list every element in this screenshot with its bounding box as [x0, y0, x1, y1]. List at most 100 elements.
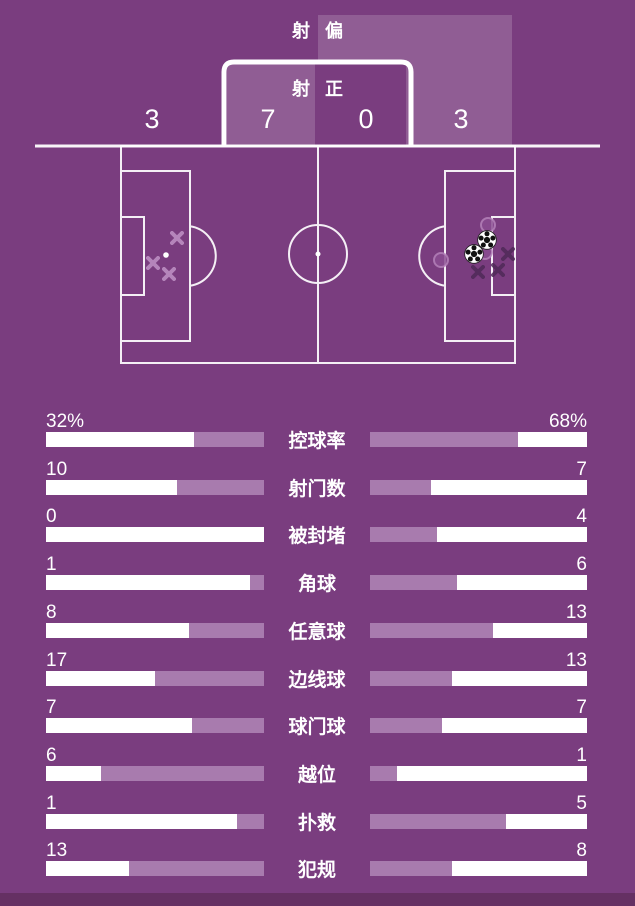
right-goal-area [491, 216, 516, 296]
left-penalty-area [120, 170, 191, 342]
ball-patch [471, 245, 477, 251]
home-bar-fill [236, 813, 264, 829]
home-bar [46, 527, 264, 543]
home-value: 1 [46, 554, 57, 576]
away-value: 5 [576, 792, 587, 814]
home-bar-fill [155, 670, 264, 686]
shot-marker-layer [146, 217, 515, 281]
x-stroke [491, 263, 505, 277]
footer-band [0, 893, 635, 906]
away-bar-fill [370, 432, 518, 447]
stat-label: 角球 [297, 574, 336, 596]
off-target-label: 射 偏 [0, 22, 635, 40]
stat-row: 6 越位 1 [0, 744, 635, 790]
home-value: 1 [46, 792, 57, 814]
right-penalty-arc [418, 225, 446, 287]
away-bar [370, 765, 587, 781]
away-bar [370, 813, 587, 829]
stat-label: 射门数 [288, 478, 346, 500]
ball-patch [475, 256, 481, 262]
ball-patch [470, 250, 478, 258]
home-bar-fill [100, 765, 264, 781]
away-bar [370, 575, 587, 591]
away-bar-fill [370, 575, 457, 591]
away-bar-fill [370, 765, 398, 781]
home-bar-fill [188, 622, 264, 638]
ball-patch [480, 242, 486, 248]
home-bar [46, 479, 264, 495]
away-off-target-count: 3 [453, 104, 469, 134]
shot-map [35, 15, 600, 364]
stat-label: 边线球 [288, 669, 346, 691]
home-on-target-zone [227, 64, 315, 146]
home-missed-shot-x-marker [162, 267, 176, 281]
home-bar [46, 718, 264, 734]
away-missed-shot-x-marker [471, 265, 485, 279]
away-bar [370, 861, 587, 877]
stat-row: 8 任意球 13 [0, 601, 635, 647]
goal-ball-marker [464, 244, 484, 264]
on-target-char-2: 正 [325, 79, 343, 99]
stat-row: 10 射门数 7 [0, 458, 635, 504]
away-missed-shot-x-marker [491, 263, 505, 277]
stat-label: 被封堵 [288, 526, 346, 548]
home-bar-fill [128, 861, 264, 877]
home-bar-fill [192, 718, 264, 734]
on-target-label: 射 正 [0, 80, 635, 98]
home-value: 17 [46, 649, 68, 671]
home-bar-fill [249, 575, 264, 591]
away-bar-fill [370, 670, 453, 686]
goal-interior-right-patch [318, 62, 406, 146]
ball-patch [477, 249, 483, 255]
away-bar-fill [370, 527, 438, 543]
away-value: 6 [576, 554, 587, 576]
goal-frame [221, 59, 414, 146]
stat-label: 扑救 [297, 812, 336, 834]
home-value: 7 [46, 697, 57, 719]
home-value: 32% [46, 411, 85, 432]
away-shot-circle-marker [433, 252, 449, 268]
away-value: 13 [565, 601, 587, 623]
home-bar [46, 765, 264, 781]
away-value: 68% [548, 411, 587, 432]
away-bar [370, 432, 587, 447]
home-value: 0 [46, 506, 57, 528]
stat-row: 32% 控球率 68% [0, 410, 635, 456]
home-bar-fill [176, 479, 264, 495]
x-stroke [146, 256, 160, 270]
away-bar [370, 718, 587, 734]
stat-label: 越位 [297, 764, 336, 786]
home-value: 8 [46, 601, 57, 623]
home-off-target-count: 3 [144, 104, 160, 134]
off-target-char-1: 射 [292, 21, 310, 41]
stat-row: 7 球门球 7 [0, 696, 635, 742]
away-shot-circle-marker [480, 217, 496, 233]
x-stroke [170, 231, 184, 245]
away-on-target-count: 0 [358, 104, 374, 134]
x-stroke [471, 265, 485, 279]
away-value: 13 [565, 649, 587, 671]
stat-row: 13 犯规 8 [0, 839, 635, 885]
away-value: 7 [576, 697, 587, 719]
home-missed-shot-x-marker [146, 256, 160, 270]
centre-circle [288, 224, 348, 284]
penalty-spot [163, 252, 169, 258]
home-bar [46, 670, 264, 686]
away-bar-fill [370, 813, 506, 829]
centre-spot [315, 251, 321, 257]
away-bar-fill [370, 861, 453, 877]
away-value: 4 [576, 506, 587, 528]
away-value: 8 [576, 840, 587, 862]
away-bar [370, 622, 587, 638]
x-stroke [501, 247, 515, 261]
away-bar [370, 479, 587, 495]
stat-label: 控球率 [288, 431, 346, 452]
left-goal-area [120, 216, 145, 296]
ball-patch [478, 235, 484, 241]
home-bar-fill [194, 432, 264, 447]
ball-patch [484, 231, 490, 237]
stat-label: 任意球 [288, 621, 346, 643]
stat-row: 0 被封堵 4 [0, 505, 635, 551]
off-target-char-2: 偏 [325, 21, 343, 41]
left-penalty-arc [189, 225, 217, 287]
